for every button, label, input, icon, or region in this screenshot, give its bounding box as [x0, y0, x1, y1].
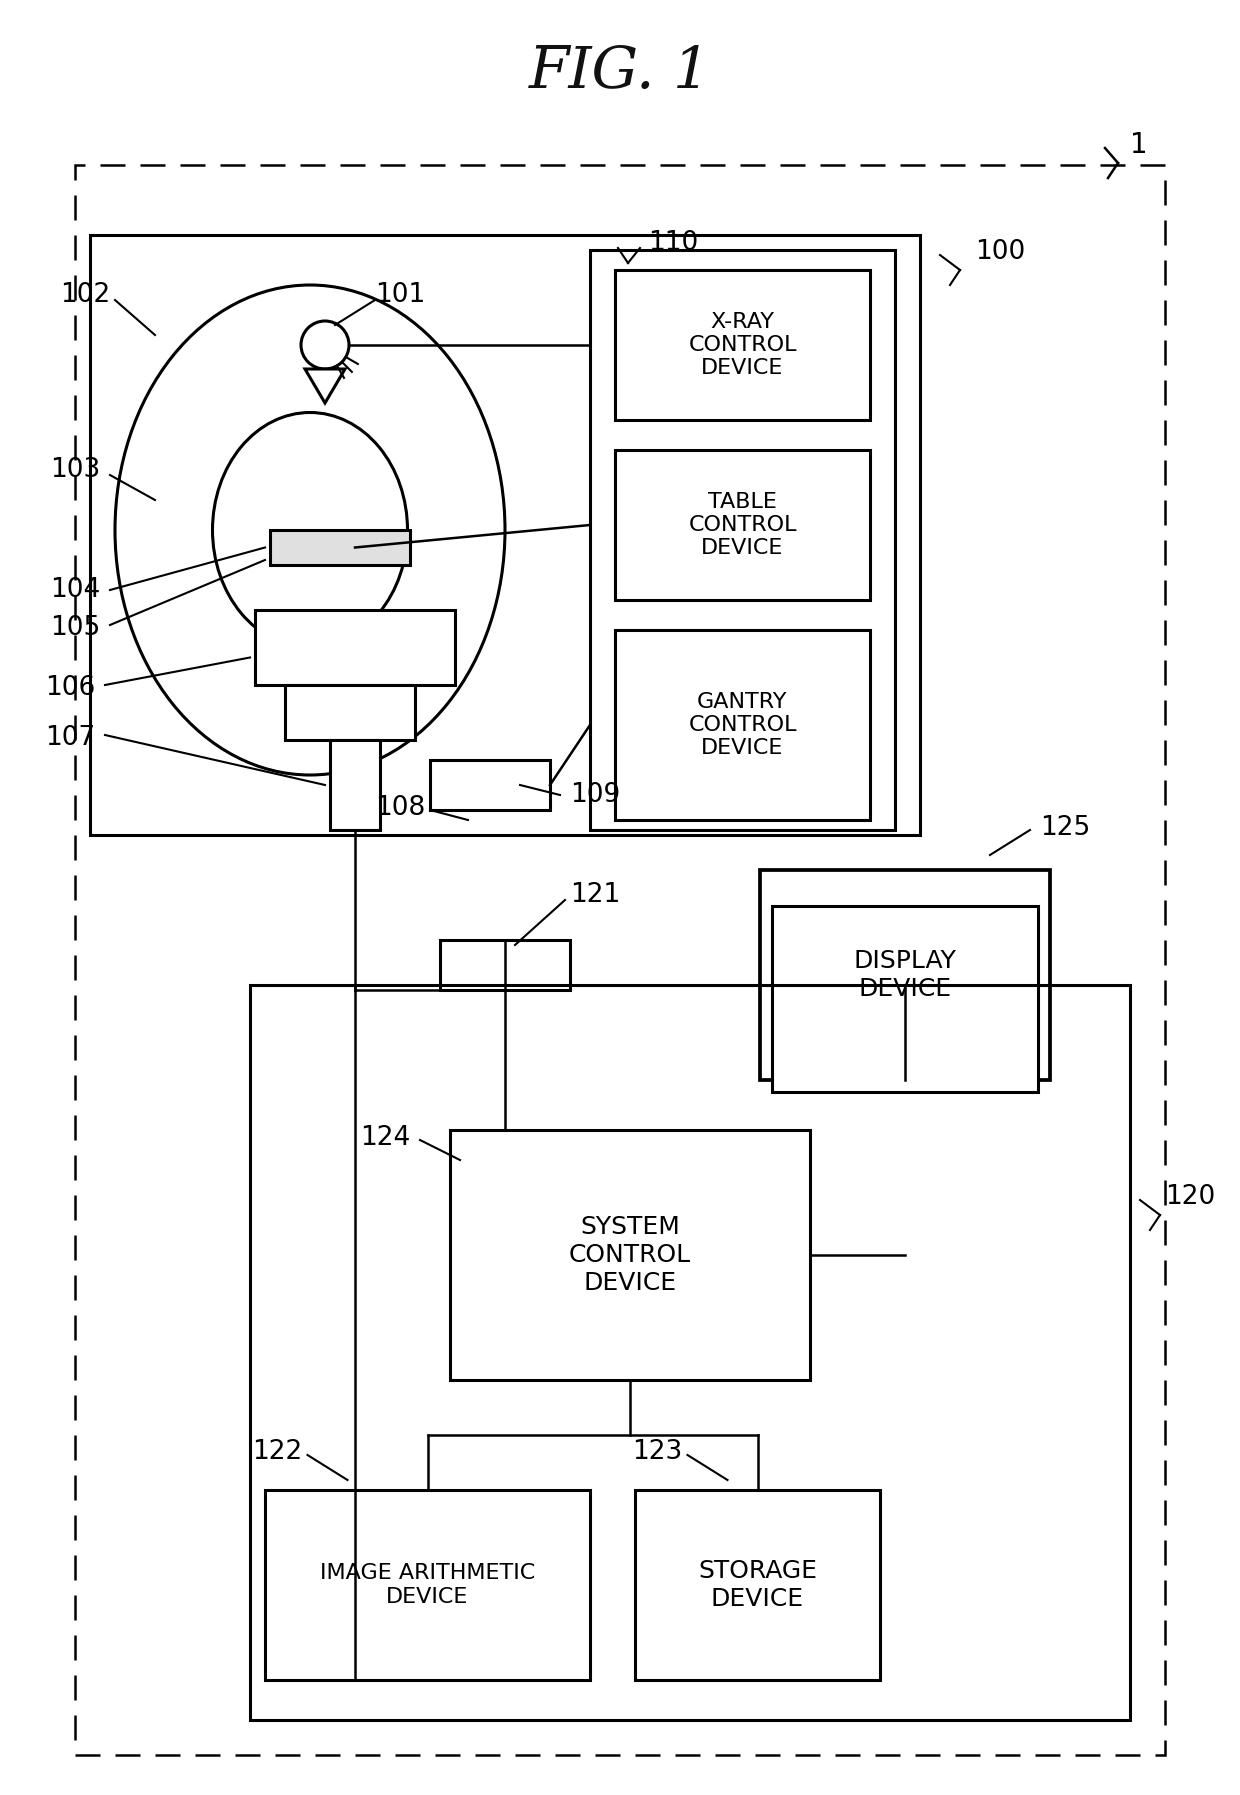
Bar	[270, 530, 410, 565]
Bar	[615, 451, 870, 600]
Text: SYSTEM
CONTROL
DEVICE: SYSTEM CONTROL DEVICE	[569, 1215, 691, 1294]
Bar	[285, 686, 415, 740]
Ellipse shape	[115, 285, 505, 775]
Bar	[635, 1490, 880, 1680]
Text: 107: 107	[45, 725, 95, 750]
Bar	[74, 165, 1166, 1756]
Text: X-RAY
CONTROL
DEVICE: X-RAY CONTROL DEVICE	[688, 312, 797, 379]
Bar	[590, 250, 895, 829]
Text: 1: 1	[1130, 131, 1148, 160]
Text: 123: 123	[632, 1440, 682, 1465]
Text: 100: 100	[975, 239, 1025, 266]
Text: 124: 124	[360, 1125, 410, 1151]
Bar	[265, 1490, 590, 1680]
Bar	[250, 985, 1130, 1720]
Text: 104: 104	[50, 576, 100, 603]
Bar	[440, 941, 570, 991]
Bar	[430, 759, 551, 810]
Text: 108: 108	[374, 795, 425, 820]
Text: 102: 102	[60, 282, 110, 309]
Bar	[773, 906, 1038, 1091]
Text: STORAGE
DEVICE: STORAGE DEVICE	[698, 1560, 817, 1610]
Text: TABLE
CONTROL
DEVICE: TABLE CONTROL DEVICE	[688, 492, 797, 558]
Ellipse shape	[212, 413, 408, 648]
Text: 101: 101	[374, 282, 425, 309]
Bar	[760, 871, 1050, 1081]
Text: GANTRY
CONTROL
DEVICE: GANTRY CONTROL DEVICE	[688, 691, 797, 757]
Text: IMAGE ARITHMETIC
DEVICE: IMAGE ARITHMETIC DEVICE	[320, 1563, 536, 1607]
Text: 106: 106	[45, 675, 95, 702]
Text: 105: 105	[50, 616, 100, 641]
Text: 110: 110	[649, 230, 698, 257]
Bar	[450, 1131, 810, 1380]
Bar	[255, 610, 455, 686]
Bar	[615, 630, 870, 820]
Text: DISPLAY
DEVICE: DISPLAY DEVICE	[853, 950, 956, 1002]
Bar	[91, 235, 920, 835]
Text: FIG. 1: FIG. 1	[529, 43, 711, 101]
Text: 121: 121	[570, 881, 620, 908]
Text: 103: 103	[50, 458, 100, 483]
Bar	[330, 740, 379, 829]
Text: 125: 125	[1040, 815, 1090, 842]
Bar	[615, 269, 870, 420]
Polygon shape	[305, 370, 345, 404]
Text: 120: 120	[1166, 1185, 1215, 1210]
Text: 109: 109	[570, 783, 620, 808]
Circle shape	[301, 321, 348, 370]
Text: 122: 122	[252, 1440, 303, 1465]
